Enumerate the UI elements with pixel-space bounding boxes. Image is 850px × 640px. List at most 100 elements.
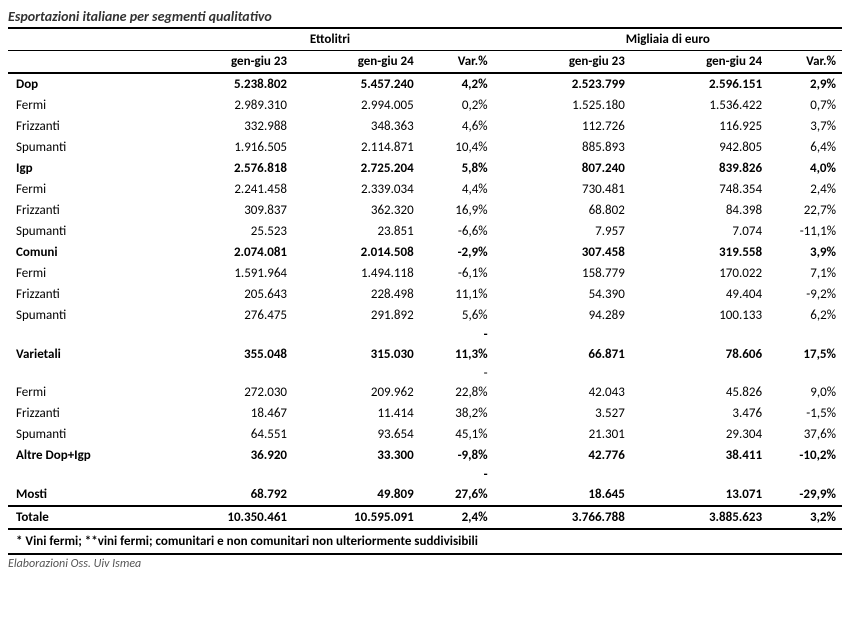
row-dash: - xyxy=(8,365,842,383)
cell-ev: 10,4% xyxy=(420,137,494,158)
cell-mv: 4,0% xyxy=(768,158,842,179)
cell-m1: 54.390 xyxy=(494,284,631,305)
cell-m1: 2.523.799 xyxy=(494,73,631,95)
cell-e1: 205.643 xyxy=(166,284,293,305)
cell-m1: 42.043 xyxy=(494,382,631,403)
table-row: Fermi2.241.4582.339.0344,4%730.481748.35… xyxy=(8,179,842,200)
col-e-p2: gen-giu 24 xyxy=(293,51,420,74)
cell-m2: 7.074 xyxy=(631,221,768,242)
cell-ev: -9,8% xyxy=(420,445,494,466)
cell-e2: 5.457.240 xyxy=(293,73,420,95)
cell-e1: 309.837 xyxy=(166,200,293,221)
cell-m1: 18.645 xyxy=(494,484,631,506)
cell-m2: 29.304 xyxy=(631,424,768,445)
cell-label: Dop xyxy=(8,73,166,95)
cell-mv: 3,9% xyxy=(768,242,842,263)
table-row: Fermi1.591.9641.494.118-6,1%158.779170.0… xyxy=(8,263,842,284)
table-row: Varietali355.048315.03011,3%66.87178.606… xyxy=(8,344,842,365)
cell-label: Varietali xyxy=(8,344,166,365)
cell-e2: 348.363 xyxy=(293,116,420,137)
col-label xyxy=(8,51,166,74)
cell-label: Totale xyxy=(8,506,166,529)
cell-m1: 7.957 xyxy=(494,221,631,242)
row-footnote: * Vini fermi; **vini fermi; comunitari e… xyxy=(8,529,842,554)
cell-e1: 272.030 xyxy=(166,382,293,403)
cell-label: Spumanti xyxy=(8,424,166,445)
cell-e2: 49.809 xyxy=(293,484,420,506)
cell-e1: 10.350.461 xyxy=(166,506,293,529)
cell-e1: 25.523 xyxy=(166,221,293,242)
cell-mv: 3,2% xyxy=(768,506,842,529)
cell-e2: 2.725.204 xyxy=(293,158,420,179)
cell-e2: 2.114.871 xyxy=(293,137,420,158)
cell-e2: 10.595.091 xyxy=(293,506,420,529)
row-totale: Totale 10.350.461 10.595.091 2,4% 3.766.… xyxy=(8,506,842,529)
cell-e1: 1.591.964 xyxy=(166,263,293,284)
cell-e2: 1.494.118 xyxy=(293,263,420,284)
cell-ev: 11,3% xyxy=(420,344,494,365)
cell-mv: 22,7% xyxy=(768,200,842,221)
cell-mv: 3,7% xyxy=(768,116,842,137)
cell-e2: 209.962 xyxy=(293,382,420,403)
cell-ev: -6,1% xyxy=(420,263,494,284)
table-row: Spumanti1.916.5052.114.87110,4%885.89394… xyxy=(8,137,842,158)
cell-m2: 49.404 xyxy=(631,284,768,305)
cell-m1: 1.525.180 xyxy=(494,95,631,116)
cell-e2: 11.414 xyxy=(293,403,420,424)
cell-e1: 2.074.081 xyxy=(166,242,293,263)
cell-mv: 2,9% xyxy=(768,73,842,95)
col-m-var: Var.% xyxy=(768,51,842,74)
cell-m2: 748.354 xyxy=(631,179,768,200)
cell-m2: 13.071 xyxy=(631,484,768,506)
cell-ev: 16,9% xyxy=(420,200,494,221)
cell-e1: 64.551 xyxy=(166,424,293,445)
cell-m2: 100.133 xyxy=(631,305,768,326)
cell-label: Frizzanti xyxy=(8,200,166,221)
cell-label: Fermi xyxy=(8,179,166,200)
cell-mv: 2,4% xyxy=(768,179,842,200)
cell-m2: 3.476 xyxy=(631,403,768,424)
cell-mv: 37,6% xyxy=(768,424,842,445)
cell-m2: 839.826 xyxy=(631,158,768,179)
col-e-var: Var.% xyxy=(420,51,494,74)
header-empty xyxy=(8,28,166,51)
cell-e2: 315.030 xyxy=(293,344,420,365)
cell-ev: -2,9% xyxy=(420,242,494,263)
cell-m1: 307.458 xyxy=(494,242,631,263)
cell-m1: 3.527 xyxy=(494,403,631,424)
cell-mv: -10,2% xyxy=(768,445,842,466)
table-row: Fermi2.989.3102.994.0050,2%1.525.1801.53… xyxy=(8,95,842,116)
cell-mv: 6,4% xyxy=(768,137,842,158)
cell-label: Altre Dop+Igp xyxy=(8,445,166,466)
cell-label: Fermi xyxy=(8,263,166,284)
cell-mv: 17,5% xyxy=(768,344,842,365)
cell-ev: 5,8% xyxy=(420,158,494,179)
cell-m2: 3.885.623 xyxy=(631,506,768,529)
header-ettolitri: Ettolitri xyxy=(166,28,493,51)
table-row: Spumanti64.55193.65445,1%21.30129.30437,… xyxy=(8,424,842,445)
cell-label: Spumanti xyxy=(8,221,166,242)
cell-ev: 0,2% xyxy=(420,95,494,116)
cell-e2: 23.851 xyxy=(293,221,420,242)
table-row: Mosti68.79249.80927,6%18.64513.071-29,9% xyxy=(8,484,842,506)
cell-e1: 36.920 xyxy=(166,445,293,466)
table-row: Altre Dop+Igp36.92033.300-9,8%42.77638.4… xyxy=(8,445,842,466)
export-table: Ettolitri Migliaia di euro gen-giu 23 ge… xyxy=(8,27,842,555)
cell-ev: 22,8% xyxy=(420,382,494,403)
table-row: Dop5.238.8025.457.2404,2%2.523.7992.596.… xyxy=(8,73,842,95)
cell-e1: 276.475 xyxy=(166,305,293,326)
table-row: Spumanti276.475291.8925,6%94.289100.1336… xyxy=(8,305,842,326)
cell-mv: -11,1% xyxy=(768,221,842,242)
cell-label: Spumanti xyxy=(8,305,166,326)
cell-m1: 885.893 xyxy=(494,137,631,158)
cell-e1: 1.916.505 xyxy=(166,137,293,158)
cell-label: Frizzanti xyxy=(8,403,166,424)
col-m-p1: gen-giu 23 xyxy=(494,51,631,74)
cell-ev: 38,2% xyxy=(420,403,494,424)
table-row: Spumanti25.52323.851-6,6%7.9577.074-11,1… xyxy=(8,221,842,242)
cell-e1: 2.241.458 xyxy=(166,179,293,200)
cell-ev: -6,6% xyxy=(420,221,494,242)
cell-mv: 9,0% xyxy=(768,382,842,403)
cell-e1: 18.467 xyxy=(166,403,293,424)
cell-m2: 84.398 xyxy=(631,200,768,221)
